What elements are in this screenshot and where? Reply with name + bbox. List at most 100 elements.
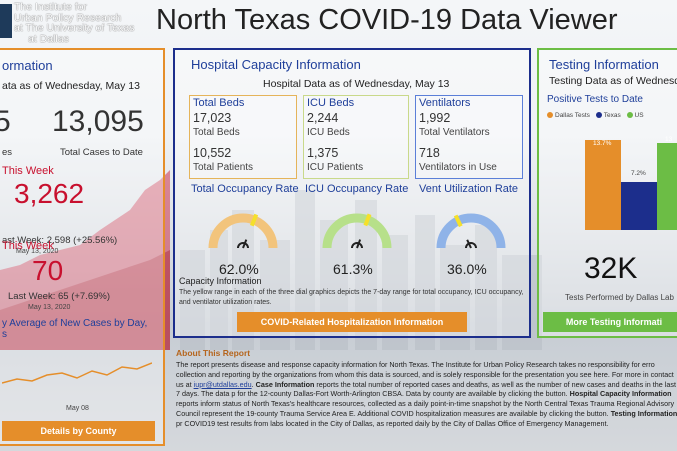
testing-panel-title: Testing Information — [549, 57, 659, 72]
about-report-text: The report presents disease and response… — [176, 360, 677, 428]
tests-performed-value: 32K — [584, 252, 638, 285]
about-testing-text: pr COVID19 test results from labs locate… — [176, 418, 609, 428]
total-beds-value: 17,023 — [193, 111, 232, 125]
case-panel-subtitle: ata as of Wednesday, May 13 — [2, 80, 140, 92]
ventilators-in-use-label: Ventilators in Use — [419, 162, 497, 173]
about-hospital-term: Hospital Capacity Information — [569, 389, 672, 399]
icu-beds-head: ICU Beds — [307, 97, 355, 109]
hospital-capacity-panel: Hospital Capacity Information Hospital D… — [173, 48, 531, 338]
total-occupancy-value: 62.0% — [219, 261, 259, 277]
icu-patients-value: 1,375 — [307, 146, 339, 160]
logo-line: at The University of Texas — [14, 22, 135, 34]
gauge-range-marker — [249, 213, 259, 227]
capacity-info-title: Capacity Information — [179, 276, 262, 286]
hospital-panel-title: Hospital Capacity Information — [191, 57, 361, 72]
gauge-hub — [351, 242, 363, 249]
logo-line: Urban Policy Research — [14, 11, 122, 24]
about-p1: The report presents disease and response… — [176, 360, 674, 389]
icu-beds-box: ICU Beds 2,244 ICU Beds 1,375 ICU Patien… — [303, 95, 409, 179]
total-occupancy-title: Total Occupancy Rate — [191, 183, 299, 195]
last-week-deaths: Last Week: 65 (+7.69%) — [8, 291, 111, 302]
last-week-cases: ast Week: 2,598 (+25.56%) — [2, 235, 118, 246]
bar-dallas — [585, 140, 621, 230]
total-cases-label: Total Cases to Date — [60, 147, 143, 158]
ventilators-box: Ventilators 1,992 Total Ventilators 718 … — [415, 95, 523, 179]
testing-information-panel: Testing Information Testing Data as of W… — [537, 48, 677, 338]
bar-label-us: 13 — [665, 136, 673, 143]
bar-label-dallas: 13.7% — [593, 140, 612, 147]
ventilators-in-use-value: 718 — [419, 146, 440, 160]
testing-panel-subtitle: Testing Data as of Wednesda — [549, 75, 677, 87]
last-week-cases-date: May 13, 2020 — [16, 248, 59, 255]
gauge-hub — [465, 242, 477, 249]
gauge-needle — [356, 239, 362, 249]
total-beds-label: Total Beds — [193, 127, 240, 138]
about-case-term: Case Information — [255, 379, 315, 389]
ventilators-value: 1,992 — [419, 111, 451, 125]
avg-new-cases-line-chart — [2, 362, 152, 384]
vent-utilization-gauge — [436, 213, 506, 249]
total-beds-head: Total Beds — [193, 97, 245, 109]
vent-utilization-value: 36.0% — [447, 261, 487, 277]
week-deaths-value: 70 — [32, 255, 64, 286]
bar-label-texas: 7.2% — [631, 170, 646, 177]
icu-beds-label: ICU Beds — [307, 127, 350, 138]
about-case-text: reports the total number of reported cas… — [176, 379, 676, 399]
total-beds-box: Total Beds 17,023 Total Beds 10,552 Tota… — [189, 95, 297, 179]
last-week-deaths-date: May 13, 2020 — [28, 304, 71, 311]
avg-chart-title-1: y Average of New Cases by Day, — [2, 318, 148, 329]
week-cases-label: This Week — [2, 165, 54, 177]
about-testing-term: Testing Information — [610, 408, 677, 418]
about-title: About This Report — [176, 348, 251, 358]
contact-email-link[interactable]: iupr@utdallas.edu — [193, 379, 252, 389]
iupr-logo: The Institute for Urban Policy Research … — [0, 0, 150, 44]
legend-dallas: Dallas Tests — [555, 112, 590, 119]
positive-tests-legend: Dallas Tests Texas US — [543, 112, 644, 119]
page-title: North Texas COVID-19 Data Viewer — [156, 4, 618, 36]
new-cases-value: 5 — [0, 105, 11, 138]
logo-line: The Institute for — [14, 1, 87, 13]
more-testing-info-button[interactable]: More Testing Informati — [543, 312, 677, 332]
bar-us — [657, 143, 677, 230]
icu-occupancy-value: 61.3% — [333, 261, 373, 277]
total-cases-value: 13,095 — [52, 105, 144, 138]
legend-dot-texas — [595, 112, 602, 119]
gauge-arc — [208, 213, 278, 249]
icu-patients-label: ICU Patients — [307, 162, 364, 173]
avg-chart-title-2: s — [2, 329, 7, 340]
legend-dot-dallas — [547, 112, 553, 119]
tests-performed-label: Tests Performed by Dallas Lab — [565, 293, 674, 302]
ventilators-head: Ventilators — [419, 97, 471, 109]
logo-text: The Institute for Urban Policy Research … — [14, 2, 134, 44]
icu-occupancy-gauge — [322, 213, 392, 249]
total-patients-label: Total Patients — [193, 162, 254, 173]
case-panel-title: ormation — [2, 58, 53, 73]
gauge-range-marker — [453, 214, 463, 228]
bar-texas — [621, 182, 657, 230]
ventilators-label: Total Ventilators — [419, 127, 490, 138]
icu-beds-value: 2,244 — [307, 111, 339, 125]
vent-utilization-title: Vent Utilization Rate — [419, 183, 519, 195]
new-cases-trend-background — [0, 170, 170, 350]
about-hospital-text: reports inform status of North Texas's h… — [176, 399, 675, 418]
week-deaths-label: This Week — [2, 240, 54, 252]
legend-texas: Texas — [603, 112, 621, 119]
total-occupancy-gauge — [208, 213, 278, 249]
avg-cases-line — [2, 362, 152, 384]
icu-occupancy-title: ICU Occupancy Rate — [305, 183, 409, 195]
logo-badge — [0, 4, 12, 38]
hospitalization-info-button[interactable]: COVID-Related Hospitalization Informatio… — [237, 312, 467, 332]
new-cases-label: es — [2, 147, 13, 158]
gauge-needle — [242, 239, 248, 249]
case-information-panel: ormation ata as of Wednesday, May 13 5 1… — [0, 48, 165, 446]
details-by-county-button[interactable]: Details by County — [2, 421, 155, 441]
hospital-panel-subtitle: Hospital Data as of Wednesday, May 13 — [263, 78, 450, 90]
logo-line: at Dallas — [28, 32, 69, 45]
avg-chart-axis-label: May 08 — [66, 405, 89, 412]
gauge-needle — [466, 239, 472, 249]
legend-dot-us — [626, 112, 633, 119]
total-patients-value: 10,552 — [193, 146, 232, 160]
gauge-hub — [237, 242, 249, 249]
positive-tests-title: Positive Tests to Date — [547, 94, 643, 105]
week-cases-value: 3,262 — [14, 178, 85, 209]
